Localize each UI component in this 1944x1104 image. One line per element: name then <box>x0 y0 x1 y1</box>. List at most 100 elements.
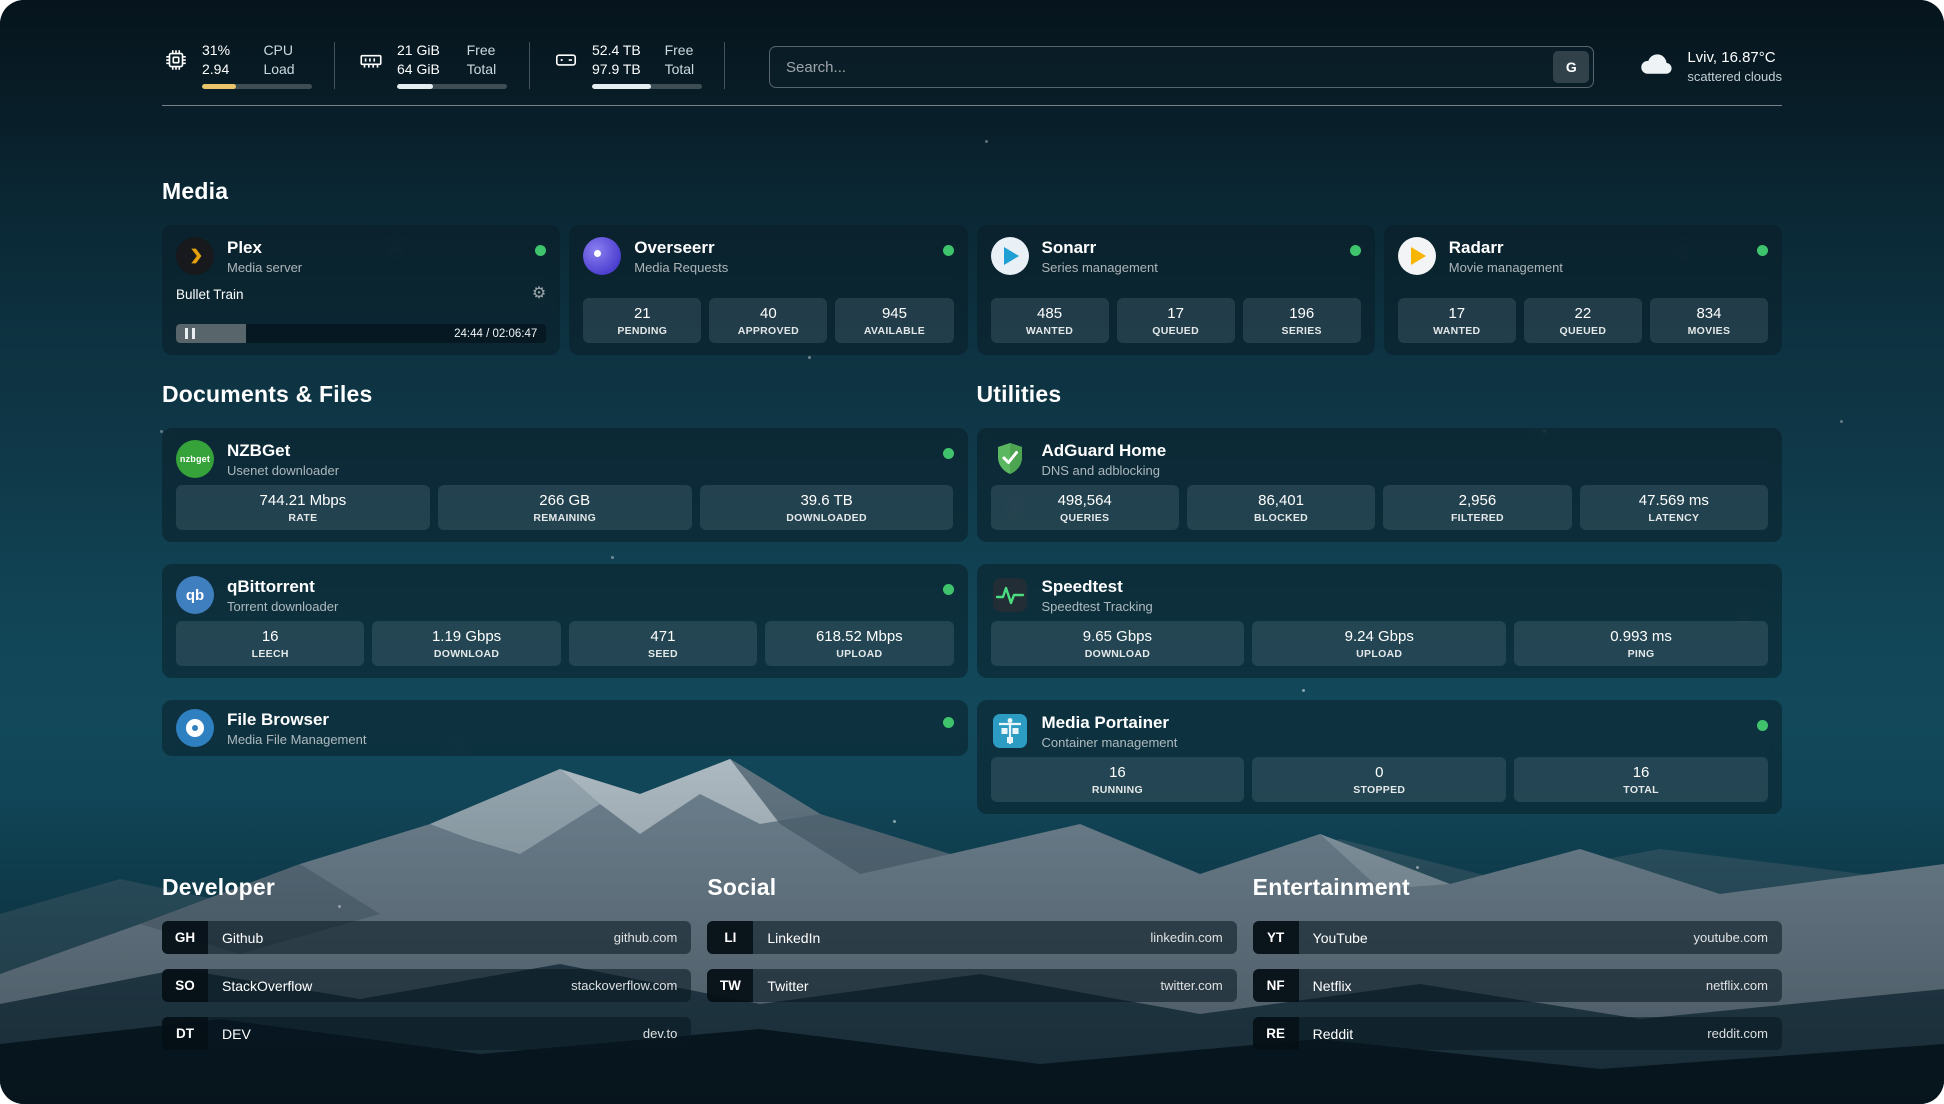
stats-row: 485 WANTED 17 QUEUED 196 SERIES <box>990 298 1361 343</box>
bookmark-linkedin[interactable]: LI LinkedIn linkedin.com <box>707 921 1237 954</box>
stat-value: 40 <box>760 305 777 322</box>
app-name: Speedtest <box>1041 576 1123 596</box>
stat-label: SEED <box>648 648 678 660</box>
app-description: Series management <box>1041 259 1158 275</box>
app-name: Plex <box>227 237 262 257</box>
bookmark-netflix[interactable]: NF Netflix netflix.com <box>1252 969 1782 1002</box>
cpu-progress-bar <box>202 84 312 89</box>
app-name: Radarr <box>1448 237 1504 257</box>
stat-value: 2,956 <box>1458 492 1497 509</box>
stat-label: MOVIES <box>1687 325 1731 337</box>
pause-icon[interactable] <box>185 328 195 339</box>
playback-time: 24:44 / 02:06:47 <box>454 327 538 340</box>
bookmark-stackoverflow[interactable]: SO StackOverflow stackoverflow.com <box>162 969 692 1002</box>
utilities-column: Utilities <box>976 381 1782 814</box>
bookmark-name: StackOverflow <box>222 977 313 994</box>
stats-row: 17 WANTED 22 QUEUED 834 MOVIES <box>1397 298 1768 343</box>
bookmark-name: LinkedIn <box>767 929 821 946</box>
cpu-icon <box>162 46 190 74</box>
bookmark-name: Github <box>222 929 264 946</box>
stat-box: 945 AVAILABLE <box>835 298 954 343</box>
app-card-overseerr[interactable]: Overseerr Media Requests 21 PENDING 40 A… <box>569 225 968 355</box>
stat-value: 9.24 Gbps <box>1344 628 1414 645</box>
search-input[interactable] <box>769 46 1595 88</box>
bookmark-url: netflix.com <box>1705 978 1768 993</box>
stat-box: 16 LEECH <box>176 621 365 666</box>
stat-box: 17 WANTED <box>1397 298 1516 343</box>
bookmark-dev[interactable]: DT DEV dev.to <box>162 1017 692 1050</box>
bookmark-twitter[interactable]: TW Twitter twitter.com <box>707 969 1237 1002</box>
app-name: NZBGet <box>227 440 291 460</box>
stat-value: 16 <box>1109 764 1126 781</box>
stat-box: 618.52 Mbps UPLOAD <box>765 621 954 666</box>
stat-value: 1.19 Gbps <box>431 628 502 645</box>
stat-label: WANTED <box>1025 325 1074 337</box>
app-card-qbittorrent[interactable]: qb qBittorrent Torrent downloader 16 <box>162 564 968 678</box>
stat-value: 0.993 ms <box>1610 628 1672 645</box>
cpu-usage-label: CPU <box>263 42 293 58</box>
section-title-entertainment: Entertainment <box>1252 874 1410 900</box>
now-playing-title: Bullet Train <box>176 286 244 302</box>
app-card-plex[interactable]: Plex Media server Bullet Train ⚙ 24:44 /… <box>162 225 561 355</box>
qbittorrent-icon: qb <box>176 576 214 614</box>
stat-label: PENDING <box>617 325 668 337</box>
bookmark-url: stackoverflow.com <box>571 978 678 993</box>
bookmark-url: youtube.com <box>1693 930 1768 945</box>
app-description: Movie management <box>1448 259 1563 275</box>
developer-bookmarks: Developer GH Github github.com SO StackO… <box>162 874 692 1050</box>
plex-playback-bar[interactable]: 24:44 / 02:06:47 <box>176 324 547 343</box>
bookmark-github[interactable]: GH Github github.com <box>162 921 692 954</box>
stat-value: 834 <box>1696 305 1722 322</box>
stat-label: DOWNLOAD <box>1084 648 1151 660</box>
app-description: Container management <box>1041 734 1178 750</box>
section-title-developer: Developer <box>162 874 276 900</box>
bookmark-url: github.com <box>613 930 678 945</box>
stat-box: 21 PENDING <box>583 298 702 343</box>
cpu-usage-value: 31% <box>202 42 231 58</box>
app-card-radarr[interactable]: Radarr Movie management 17 WANTED 22 QUE… <box>1383 225 1782 355</box>
disk-free-value: 52.4 TB <box>592 42 641 58</box>
media-card-grid: Plex Media server Bullet Train ⚙ 24:44 /… <box>162 225 1782 355</box>
bookmark-abbr: DT <box>162 1017 208 1050</box>
stats-row: 16 LEECH 1.19 Gbps DOWNLOAD 471 SEED <box>176 621 954 666</box>
status-online-dot <box>535 245 547 256</box>
app-card-sonarr[interactable]: Sonarr Series management 485 WANTED 17 Q… <box>976 225 1375 355</box>
bookmark-youtube[interactable]: YT YouTube youtube.com <box>1252 921 1782 954</box>
app-card-adguard[interactable]: AdGuard Home DNS and adblocking 498,564 … <box>976 428 1782 542</box>
stat-box: 266 GB REMAINING <box>437 485 692 530</box>
app-card-nzbget[interactable]: nzbget NZBGet Usenet downloader 744.21 M… <box>162 428 968 542</box>
bookmark-reddit[interactable]: RE Reddit reddit.com <box>1252 1017 1782 1050</box>
app-card-filebrowser[interactable]: File Browser Media File Management <box>162 700 968 756</box>
header-divider <box>162 105 1782 106</box>
radarr-icon <box>1397 237 1436 275</box>
settings-gear-icon[interactable]: ⚙ <box>531 285 547 302</box>
stat-box: 9.65 Gbps DOWNLOAD <box>990 621 1245 666</box>
stat-value: 21 <box>633 305 651 322</box>
stat-box: 39.6 TB DOWNLOADED <box>699 485 954 530</box>
stat-label: PING <box>1627 648 1655 660</box>
stats-row: 9.65 Gbps DOWNLOAD 9.24 Gbps UPLOAD 0.99… <box>990 621 1769 666</box>
stat-label: UPLOAD <box>836 648 883 660</box>
bookmark-name: Reddit <box>1312 1025 1354 1042</box>
stat-value: 498,564 <box>1057 492 1112 509</box>
stat-value: 9.65 Gbps <box>1082 628 1153 645</box>
stat-value: 16 <box>1632 764 1650 781</box>
stat-label: DOWNLOADED <box>786 512 867 524</box>
stat-value: 266 GB <box>539 492 591 509</box>
app-description: Speedtest Tracking <box>1041 598 1153 614</box>
stat-box: 0 STOPPED <box>1252 757 1507 802</box>
bookmark-url: twitter.com <box>1160 978 1223 993</box>
disk-progress-bar <box>592 84 702 89</box>
stat-box: 22 QUEUED <box>1523 298 1642 343</box>
app-card-portainer[interactable]: Media Portainer Container management 16 … <box>976 700 1782 814</box>
app-description: DNS and adblocking <box>1041 462 1161 478</box>
stat-label: BLOCKED <box>1254 512 1309 524</box>
app-card-speedtest[interactable]: Speedtest Speedtest Tracking 9.65 Gbps D… <box>976 564 1782 678</box>
stat-value: 86,401 <box>1258 492 1304 509</box>
app-name: Overseerr <box>634 237 715 257</box>
app-description: Media server <box>227 259 303 275</box>
search-engine-button[interactable]: G <box>1553 51 1590 83</box>
disk-icon <box>552 46 580 74</box>
memory-free-label: Free <box>466 42 496 58</box>
stat-label: TOTAL <box>1623 784 1659 796</box>
